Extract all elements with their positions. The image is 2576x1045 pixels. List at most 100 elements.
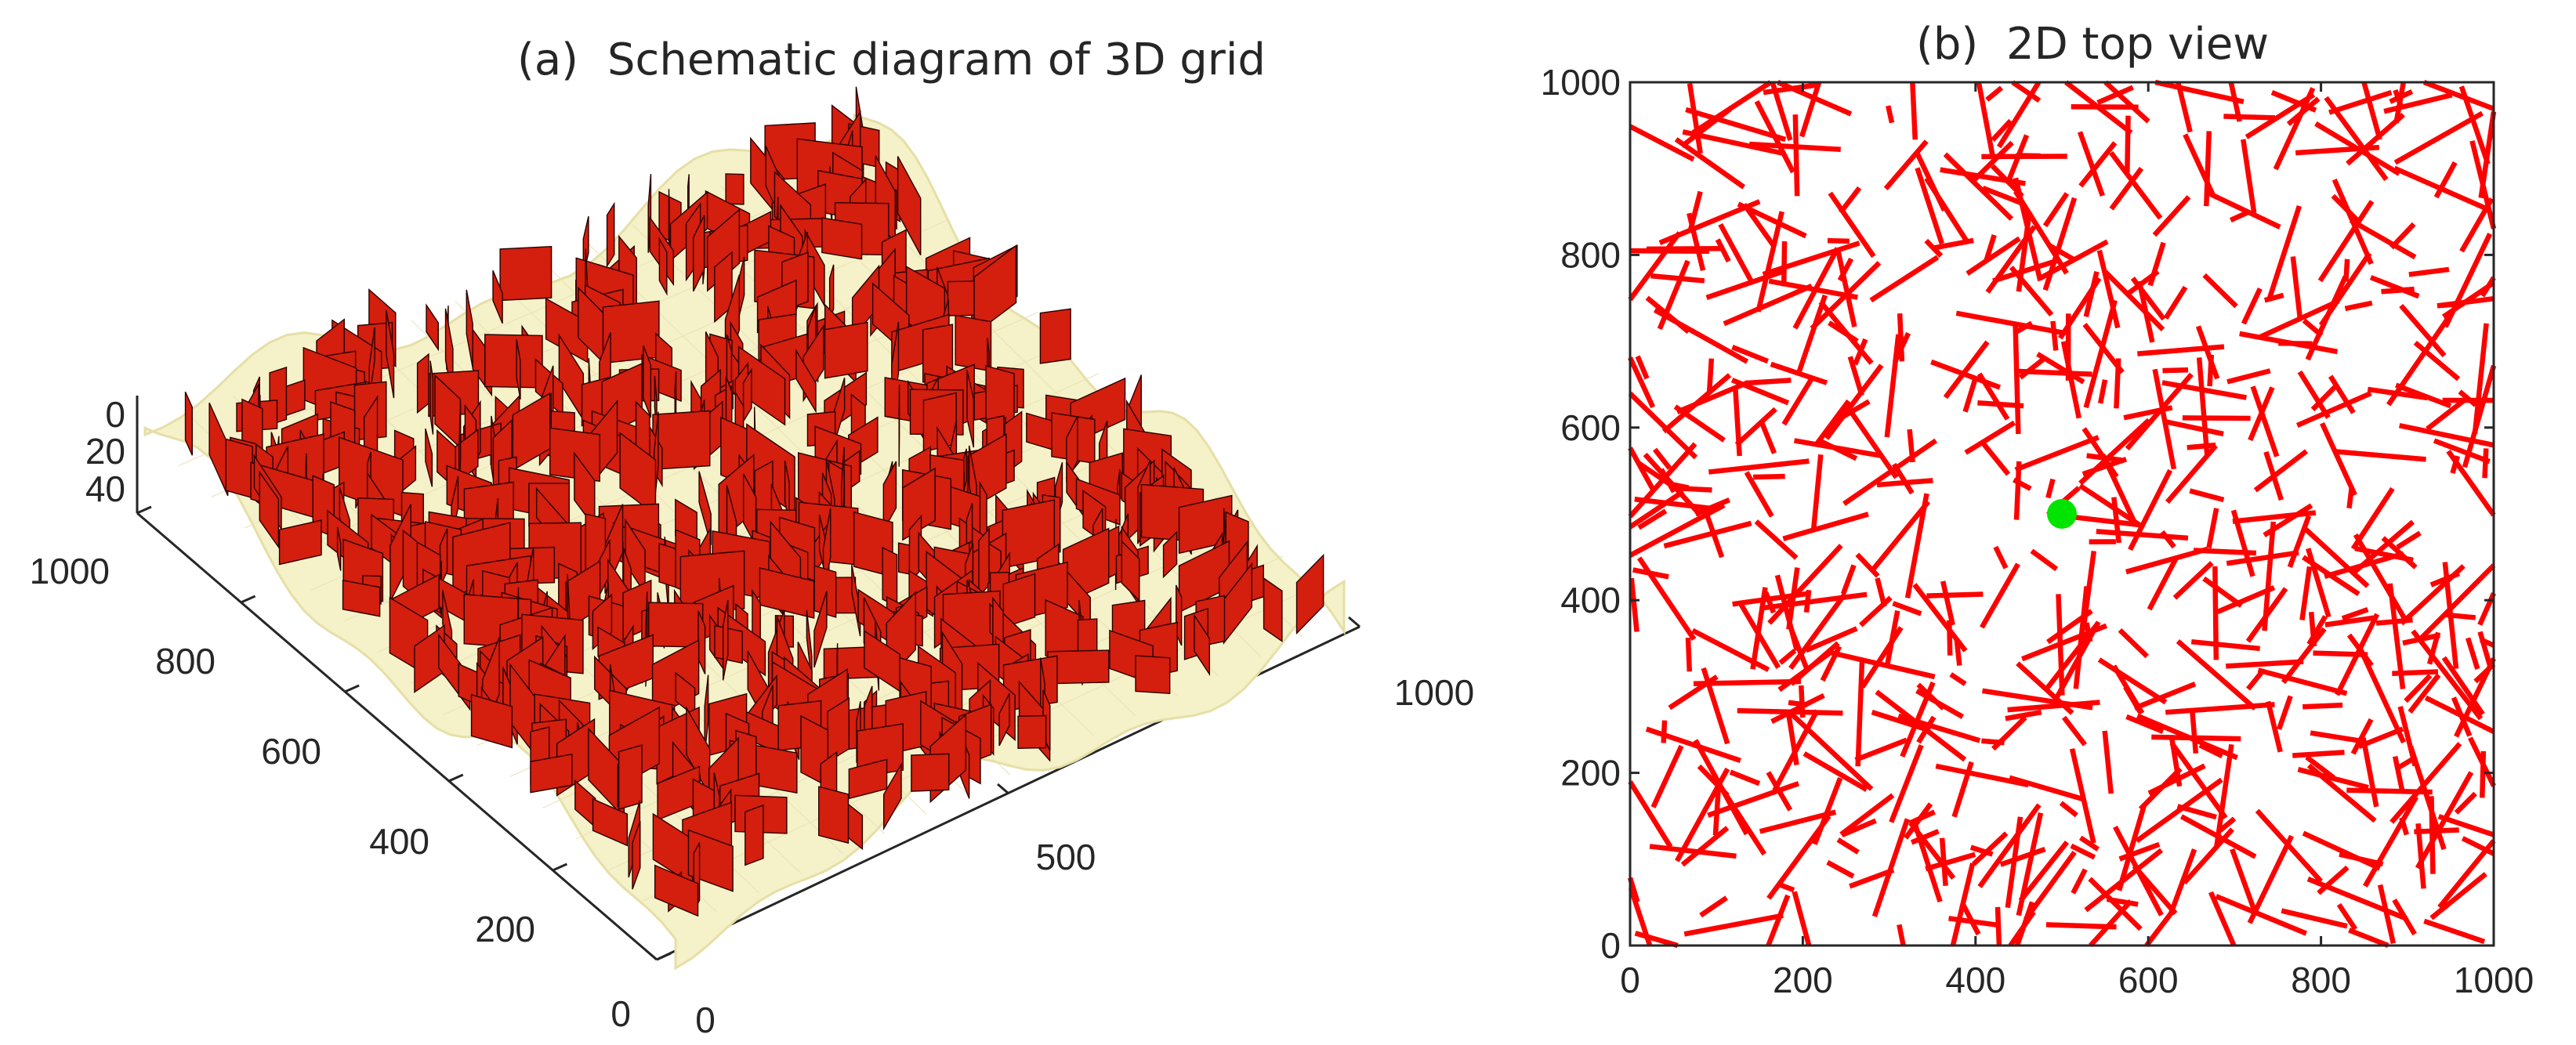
fracture-segment bbox=[2016, 155, 2041, 156]
fracture-plane bbox=[1040, 309, 1071, 363]
chart-3d-svg: (a) Schematic diagram of 3D grid 0 20 40… bbox=[0, 0, 1489, 1041]
fracture-segment bbox=[1828, 240, 1850, 241]
panel-2d-top-view: (b) 2D top view 0 200 400 600 800 1000 0… bbox=[1489, 0, 2576, 1041]
fracture-plane bbox=[1297, 555, 1324, 634]
fracture-segment bbox=[2485, 448, 2487, 478]
fracture-segment bbox=[2046, 924, 2117, 927]
fracture-plane bbox=[649, 602, 703, 647]
fracture-segment bbox=[1801, 685, 1802, 718]
fracture-segment bbox=[1795, 114, 1797, 196]
fracture-segment bbox=[2187, 445, 2216, 447]
fracture-segment bbox=[1998, 907, 1999, 946]
fracture-plane bbox=[715, 626, 742, 664]
fracture-plane bbox=[186, 392, 193, 455]
fracture-segment bbox=[2382, 289, 2415, 291]
y-tick-label: 0 bbox=[1600, 925, 1621, 966]
x-tick-label: 600 bbox=[2118, 960, 2179, 1000]
fracture-segment bbox=[2016, 325, 2019, 434]
y-tick-label: 600 bbox=[1560, 407, 1621, 448]
fracture-segment bbox=[2311, 612, 2314, 646]
fracture-segment bbox=[2151, 737, 2241, 739]
x-tick-label: 1000 bbox=[1394, 672, 1474, 713]
fracture-segment bbox=[1688, 638, 1690, 671]
fracture-segment bbox=[2127, 116, 2128, 173]
fracture-plane bbox=[882, 548, 897, 606]
z-tick-label: 20 bbox=[85, 431, 125, 472]
fracture-segment bbox=[2292, 752, 2344, 755]
fracture-segment bbox=[1753, 476, 1785, 477]
fracture-segment bbox=[2016, 461, 2019, 520]
fracture-segment bbox=[2302, 705, 2342, 707]
fracture-plane bbox=[822, 218, 862, 259]
fracture-segment bbox=[2192, 712, 2195, 754]
fracture-segment bbox=[1664, 721, 1665, 743]
chart-2d-svg: (b) 2D top view 0 200 400 600 800 1000 0… bbox=[1489, 0, 2576, 1041]
y-tick-label: 400 bbox=[369, 821, 429, 862]
x-tick-label: 800 bbox=[2291, 960, 2351, 1000]
fracture-segment bbox=[2162, 370, 2188, 371]
y-tick-mark bbox=[449, 775, 463, 781]
fracture-plane bbox=[343, 580, 380, 617]
y-tick-mark bbox=[553, 864, 567, 870]
fracture-segment bbox=[1910, 429, 1913, 462]
fracture-plane bbox=[726, 174, 744, 204]
fracture-plane bbox=[500, 247, 551, 301]
y-tick-label: 0 bbox=[610, 993, 631, 1034]
chart-title-text-a: Schematic diagram of 3D grid bbox=[607, 34, 1266, 85]
y-tick-mark bbox=[137, 507, 151, 513]
z-tick-label: 40 bbox=[85, 468, 125, 509]
y-tick-label: 200 bbox=[1560, 753, 1621, 794]
fracture-plane bbox=[745, 805, 763, 866]
y-tick-label: 1000 bbox=[1541, 62, 1621, 103]
fracture-segment bbox=[1926, 594, 1983, 595]
fracture-segment bbox=[2482, 751, 2484, 798]
fracture-segment bbox=[1949, 620, 1950, 656]
y-tick-label: 400 bbox=[1560, 580, 1621, 620]
chart-title-a: (a) Schematic diagram of 3D grid bbox=[517, 34, 1266, 85]
fracture-plane bbox=[226, 439, 252, 497]
y-tick-mark bbox=[345, 685, 359, 692]
fracture-segment bbox=[1694, 682, 1801, 684]
fracture-segment bbox=[2052, 321, 2056, 350]
fracture-plane bbox=[955, 316, 991, 371]
fracture-plane bbox=[531, 754, 572, 793]
fracture-segment bbox=[1737, 711, 1843, 713]
y-tick-label: 800 bbox=[155, 641, 216, 682]
chart-title-b: (b) 2D top view bbox=[1916, 19, 2269, 70]
x-tick-mark bbox=[646, 950, 657, 960]
fracture-plane bbox=[418, 354, 429, 413]
fracture-plane bbox=[1136, 656, 1170, 693]
fracture-segment bbox=[1747, 380, 1792, 383]
fracture-segment bbox=[2350, 486, 2352, 508]
x-tick-mark bbox=[1349, 617, 1360, 627]
well-marker bbox=[2047, 499, 2077, 529]
x-tick-label: 0 bbox=[695, 1000, 716, 1040]
panel-3d-grid: (a) Schematic diagram of 3D grid 0 20 40… bbox=[0, 0, 1489, 1041]
fracture-segment bbox=[1912, 82, 1915, 139]
panel-label-b: (b) bbox=[1916, 19, 1978, 70]
y-tick-label: 1000 bbox=[30, 551, 110, 591]
x-tick-label: 1000 bbox=[2454, 960, 2534, 1000]
fracture-plane bbox=[485, 334, 542, 388]
x-tick-label: 0 bbox=[1620, 960, 1640, 1000]
fracture-plane bbox=[911, 754, 949, 791]
x-tick-labels: 0 200 400 600 800 1000 bbox=[1620, 960, 2534, 1000]
x-tick-label: 500 bbox=[1036, 837, 1096, 877]
fracture-segment bbox=[2206, 131, 2209, 206]
fracture-segment bbox=[2223, 116, 2275, 118]
x-tick-mark bbox=[998, 784, 1009, 794]
y-tick-labels: 0 200 400 600 800 1000 bbox=[1541, 62, 1621, 966]
fracture-segment bbox=[2346, 259, 2347, 282]
y-tick-mark bbox=[657, 953, 671, 960]
fracture-plane bbox=[819, 786, 849, 843]
panel-label-a: (a) bbox=[517, 34, 578, 85]
fracture-plane bbox=[825, 323, 868, 378]
fracture-segment bbox=[1942, 838, 1945, 886]
y-tick-label: 800 bbox=[1560, 234, 1621, 275]
fracture-plane bbox=[619, 745, 642, 809]
y-tick-label: 200 bbox=[475, 909, 535, 949]
x-tick-label: 400 bbox=[1945, 960, 2005, 1000]
y-tick-mark bbox=[241, 596, 255, 602]
fracture-plane bbox=[603, 301, 658, 363]
chart-title-text-b: 2D top view bbox=[2006, 19, 2269, 70]
